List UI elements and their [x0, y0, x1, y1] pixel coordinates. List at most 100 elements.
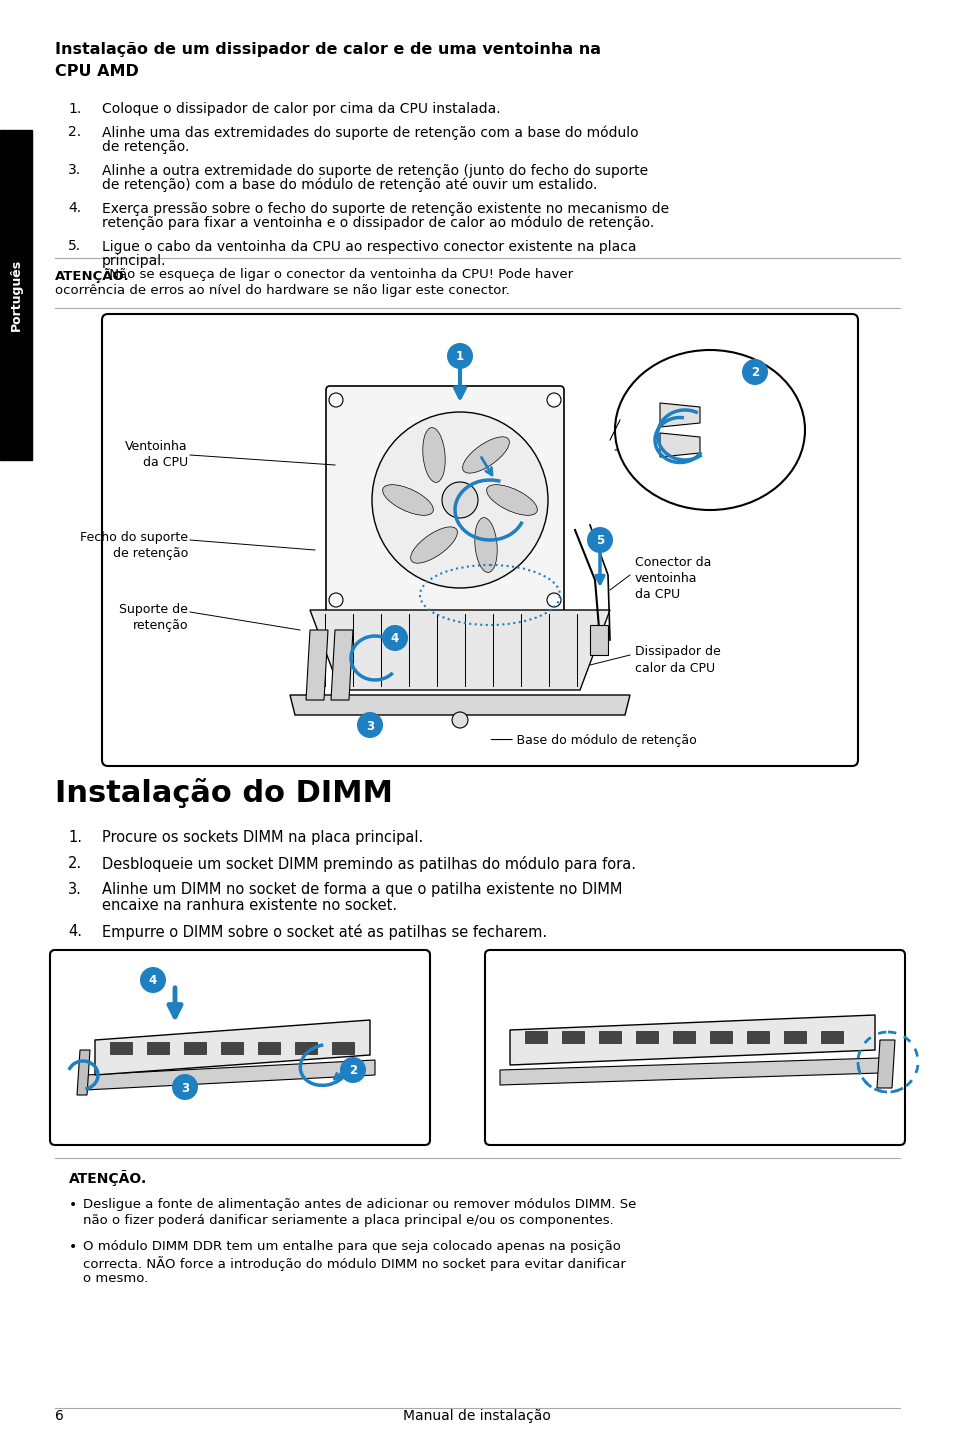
Ellipse shape [486, 485, 537, 515]
Text: de retenção.: de retenção. [102, 139, 190, 154]
Text: ─── Base do módulo de retenção: ─── Base do módulo de retenção [490, 733, 696, 746]
Bar [0, 129, 32, 460]
Circle shape [140, 966, 166, 994]
Text: 4.: 4. [68, 925, 82, 939]
Text: Ventoinha
da CPU: Ventoinha da CPU [125, 440, 188, 469]
Polygon shape [95, 1020, 370, 1076]
Bar [598, 1031, 620, 1043]
Circle shape [339, 1057, 366, 1083]
Polygon shape [290, 695, 629, 715]
Text: 4: 4 [391, 633, 398, 646]
Text: Fecho do suporte
de retenção: Fecho do suporte de retenção [80, 531, 188, 559]
Text: Exerça pressão sobre o fecho do suporte de retenção existente no mecanismo de: Exerça pressão sobre o fecho do suporte … [102, 201, 668, 216]
Text: 4.: 4. [68, 201, 81, 216]
Polygon shape [331, 630, 353, 700]
Text: retenção para fixar a ventoinha e o dissipador de calor ao módulo de retenção.: retenção para fixar a ventoinha e o diss… [102, 216, 654, 230]
Text: 3: 3 [181, 1081, 189, 1094]
Text: 2: 2 [750, 367, 759, 380]
Text: Desbloqueie um socket DIMM premindo as patilhas do módulo para fora.: Desbloqueie um socket DIMM premindo as p… [102, 856, 636, 871]
Text: 5: 5 [596, 535, 603, 548]
Text: 5.: 5. [68, 240, 81, 253]
Circle shape [586, 526, 613, 554]
Text: Desligue a fonte de alimentação antes de adicionar ou remover módulos DIMM. Se: Desligue a fonte de alimentação antes de… [83, 1198, 636, 1211]
Text: Dissipador de
calor da CPU: Dissipador de calor da CPU [635, 646, 720, 674]
Text: Manual de instalação: Manual de instalação [402, 1409, 551, 1424]
Text: Alinhe um DIMM no socket de forma a que o patilha existente no DIMM: Alinhe um DIMM no socket de forma a que … [102, 881, 621, 897]
Circle shape [172, 1074, 198, 1100]
Ellipse shape [422, 427, 445, 482]
Text: correcta. NÃO force a introdução do módulo DIMM no socket para evitar danificar: correcta. NÃO force a introdução do módu… [83, 1255, 625, 1271]
Text: de retenção) com a base do módulo de retenção até ouvir um estalido.: de retenção) com a base do módulo de ret… [102, 178, 597, 193]
Bar [709, 1031, 731, 1043]
FancyBboxPatch shape [102, 313, 857, 766]
Text: 1: 1 [456, 351, 463, 364]
Bar [524, 1031, 546, 1043]
FancyBboxPatch shape [50, 951, 430, 1145]
Bar [332, 1043, 354, 1054]
Text: Coloque o dissipador de calor por cima da CPU instalada.: Coloque o dissipador de calor por cima d… [102, 102, 500, 116]
Text: 3.: 3. [68, 164, 81, 177]
Circle shape [452, 712, 468, 728]
Text: •: • [69, 1198, 77, 1212]
Circle shape [546, 393, 560, 407]
Text: Alinhe uma das extremidades do suporte de retenção com a base do módulo: Alinhe uma das extremidades do suporte d… [102, 125, 638, 139]
Polygon shape [306, 630, 328, 700]
Bar [783, 1031, 805, 1043]
Circle shape [372, 413, 547, 588]
Polygon shape [510, 1015, 874, 1066]
Text: 6: 6 [55, 1409, 64, 1424]
Circle shape [329, 592, 343, 607]
Circle shape [381, 626, 408, 651]
Text: Suporte de
retenção: Suporte de retenção [119, 604, 188, 633]
Text: Instalação do DIMM: Instalação do DIMM [55, 778, 393, 808]
Text: não o fizer poderá danificar seriamente a placa principal e/ou os componentes.: não o fizer poderá danificar seriamente … [83, 1214, 613, 1227]
Polygon shape [659, 403, 700, 427]
Text: 2.: 2. [68, 856, 82, 871]
Polygon shape [77, 1050, 90, 1094]
Bar [672, 1031, 695, 1043]
Text: 3.: 3. [68, 881, 82, 897]
Polygon shape [659, 433, 700, 457]
Circle shape [447, 344, 473, 370]
Text: ATENÇÃO.: ATENÇÃO. [55, 267, 130, 283]
Bar [184, 1043, 206, 1054]
Text: principal.: principal. [102, 255, 167, 267]
Text: 2: 2 [349, 1064, 356, 1077]
Bar [147, 1043, 169, 1054]
Ellipse shape [382, 485, 433, 515]
Bar [821, 1031, 842, 1043]
Circle shape [356, 712, 382, 738]
Circle shape [546, 592, 560, 607]
FancyBboxPatch shape [484, 951, 904, 1145]
Text: 2.: 2. [68, 125, 81, 139]
Text: 4: 4 [149, 975, 157, 988]
Text: CPU AMD: CPU AMD [55, 65, 139, 79]
Text: Conector da
ventoinha
da CPU: Conector da ventoinha da CPU [635, 555, 711, 601]
Text: O módulo DIMM DDR tem um entalhe para que seja colocado apenas na posição: O módulo DIMM DDR tem um entalhe para qu… [83, 1240, 620, 1252]
Ellipse shape [475, 518, 497, 572]
Bar [110, 1043, 132, 1054]
Circle shape [329, 393, 343, 407]
Text: Não se esqueça de ligar o conector da ventoinha da CPU! Pode haver: Não se esqueça de ligar o conector da ve… [105, 267, 573, 280]
Text: ocorrência de erros ao nível do hardware se não ligar este conector.: ocorrência de erros ao nível do hardware… [55, 283, 509, 298]
Text: Instalação de um dissipador de calor e de uma ventoinha na: Instalação de um dissipador de calor e d… [55, 42, 600, 58]
Circle shape [741, 360, 767, 385]
Bar [746, 1031, 768, 1043]
Bar [257, 1043, 280, 1054]
Circle shape [441, 482, 477, 518]
Text: Procure os sockets DIMM na placa principal.: Procure os sockets DIMM na placa princip… [102, 830, 423, 846]
Text: 3: 3 [366, 719, 374, 732]
Ellipse shape [615, 349, 804, 510]
Ellipse shape [462, 437, 509, 473]
FancyBboxPatch shape [326, 385, 563, 614]
Bar [636, 1031, 658, 1043]
Bar [294, 1043, 316, 1054]
Bar [589, 626, 607, 654]
Ellipse shape [410, 526, 456, 564]
Polygon shape [310, 610, 609, 690]
Polygon shape [85, 1060, 375, 1090]
Text: o mesmo.: o mesmo. [83, 1273, 148, 1286]
Polygon shape [499, 1058, 879, 1086]
Text: 1.: 1. [68, 102, 81, 116]
Text: encaixe na ranhura existente no socket.: encaixe na ranhura existente no socket. [102, 897, 396, 913]
